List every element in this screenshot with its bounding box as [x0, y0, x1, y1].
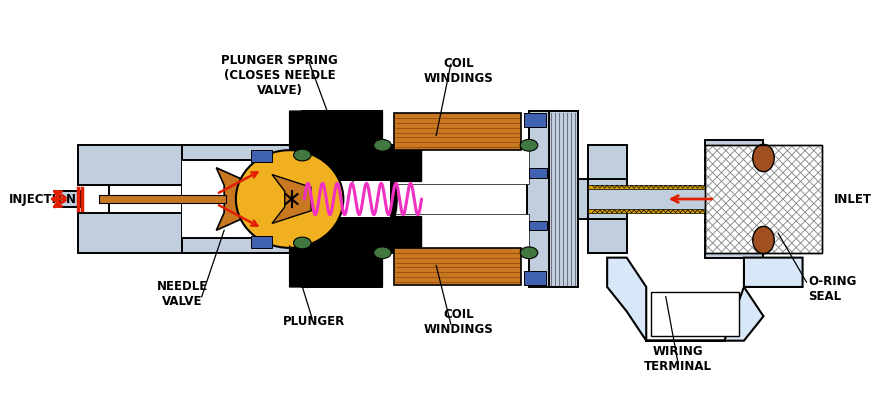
- Polygon shape: [588, 185, 705, 189]
- Ellipse shape: [520, 139, 538, 151]
- Polygon shape: [216, 168, 256, 230]
- Bar: [60, 191, 80, 207]
- Bar: [302, 182, 527, 217]
- Text: WIRING
TERMINAL: WIRING TERMINAL: [644, 345, 711, 373]
- Ellipse shape: [293, 237, 311, 249]
- Bar: [99, 195, 226, 203]
- Bar: [529, 168, 547, 178]
- Text: PLUNGER SPRING
(CLOSES NEEDLE
VALVE): PLUNGER SPRING (CLOSES NEEDLE VALVE): [222, 54, 338, 97]
- Bar: [302, 182, 390, 217]
- Bar: [182, 160, 300, 238]
- Bar: [529, 221, 547, 230]
- Polygon shape: [78, 145, 182, 253]
- Polygon shape: [588, 140, 764, 258]
- Text: PLUNGER: PLUNGER: [283, 315, 345, 328]
- Polygon shape: [272, 175, 311, 223]
- Bar: [524, 271, 546, 285]
- Text: INLET: INLET: [834, 192, 872, 205]
- Ellipse shape: [520, 247, 538, 259]
- Bar: [524, 113, 546, 127]
- Text: COIL
WINDINGS: COIL WINDINGS: [424, 308, 493, 336]
- Bar: [394, 113, 521, 150]
- Bar: [383, 145, 529, 184]
- Ellipse shape: [293, 149, 311, 161]
- Text: COIL
WINDINGS: COIL WINDINGS: [424, 57, 493, 85]
- Bar: [383, 214, 529, 253]
- Ellipse shape: [752, 226, 774, 254]
- Polygon shape: [290, 111, 421, 287]
- Ellipse shape: [290, 136, 397, 263]
- Text: INJECTION: INJECTION: [10, 192, 77, 205]
- Ellipse shape: [752, 144, 774, 172]
- Polygon shape: [588, 209, 705, 213]
- Bar: [394, 248, 521, 285]
- Bar: [251, 150, 272, 162]
- Polygon shape: [182, 111, 626, 287]
- Text: O-RING
SEAL: O-RING SEAL: [809, 275, 857, 303]
- Bar: [705, 145, 822, 253]
- Ellipse shape: [236, 150, 343, 248]
- Bar: [548, 111, 578, 287]
- Ellipse shape: [374, 247, 392, 259]
- Bar: [251, 236, 272, 248]
- Polygon shape: [651, 292, 739, 336]
- Bar: [705, 145, 822, 253]
- Ellipse shape: [374, 139, 392, 151]
- Polygon shape: [607, 258, 802, 341]
- Text: NEEDLE
VALVE: NEEDLE VALVE: [157, 280, 208, 308]
- Polygon shape: [109, 185, 182, 213]
